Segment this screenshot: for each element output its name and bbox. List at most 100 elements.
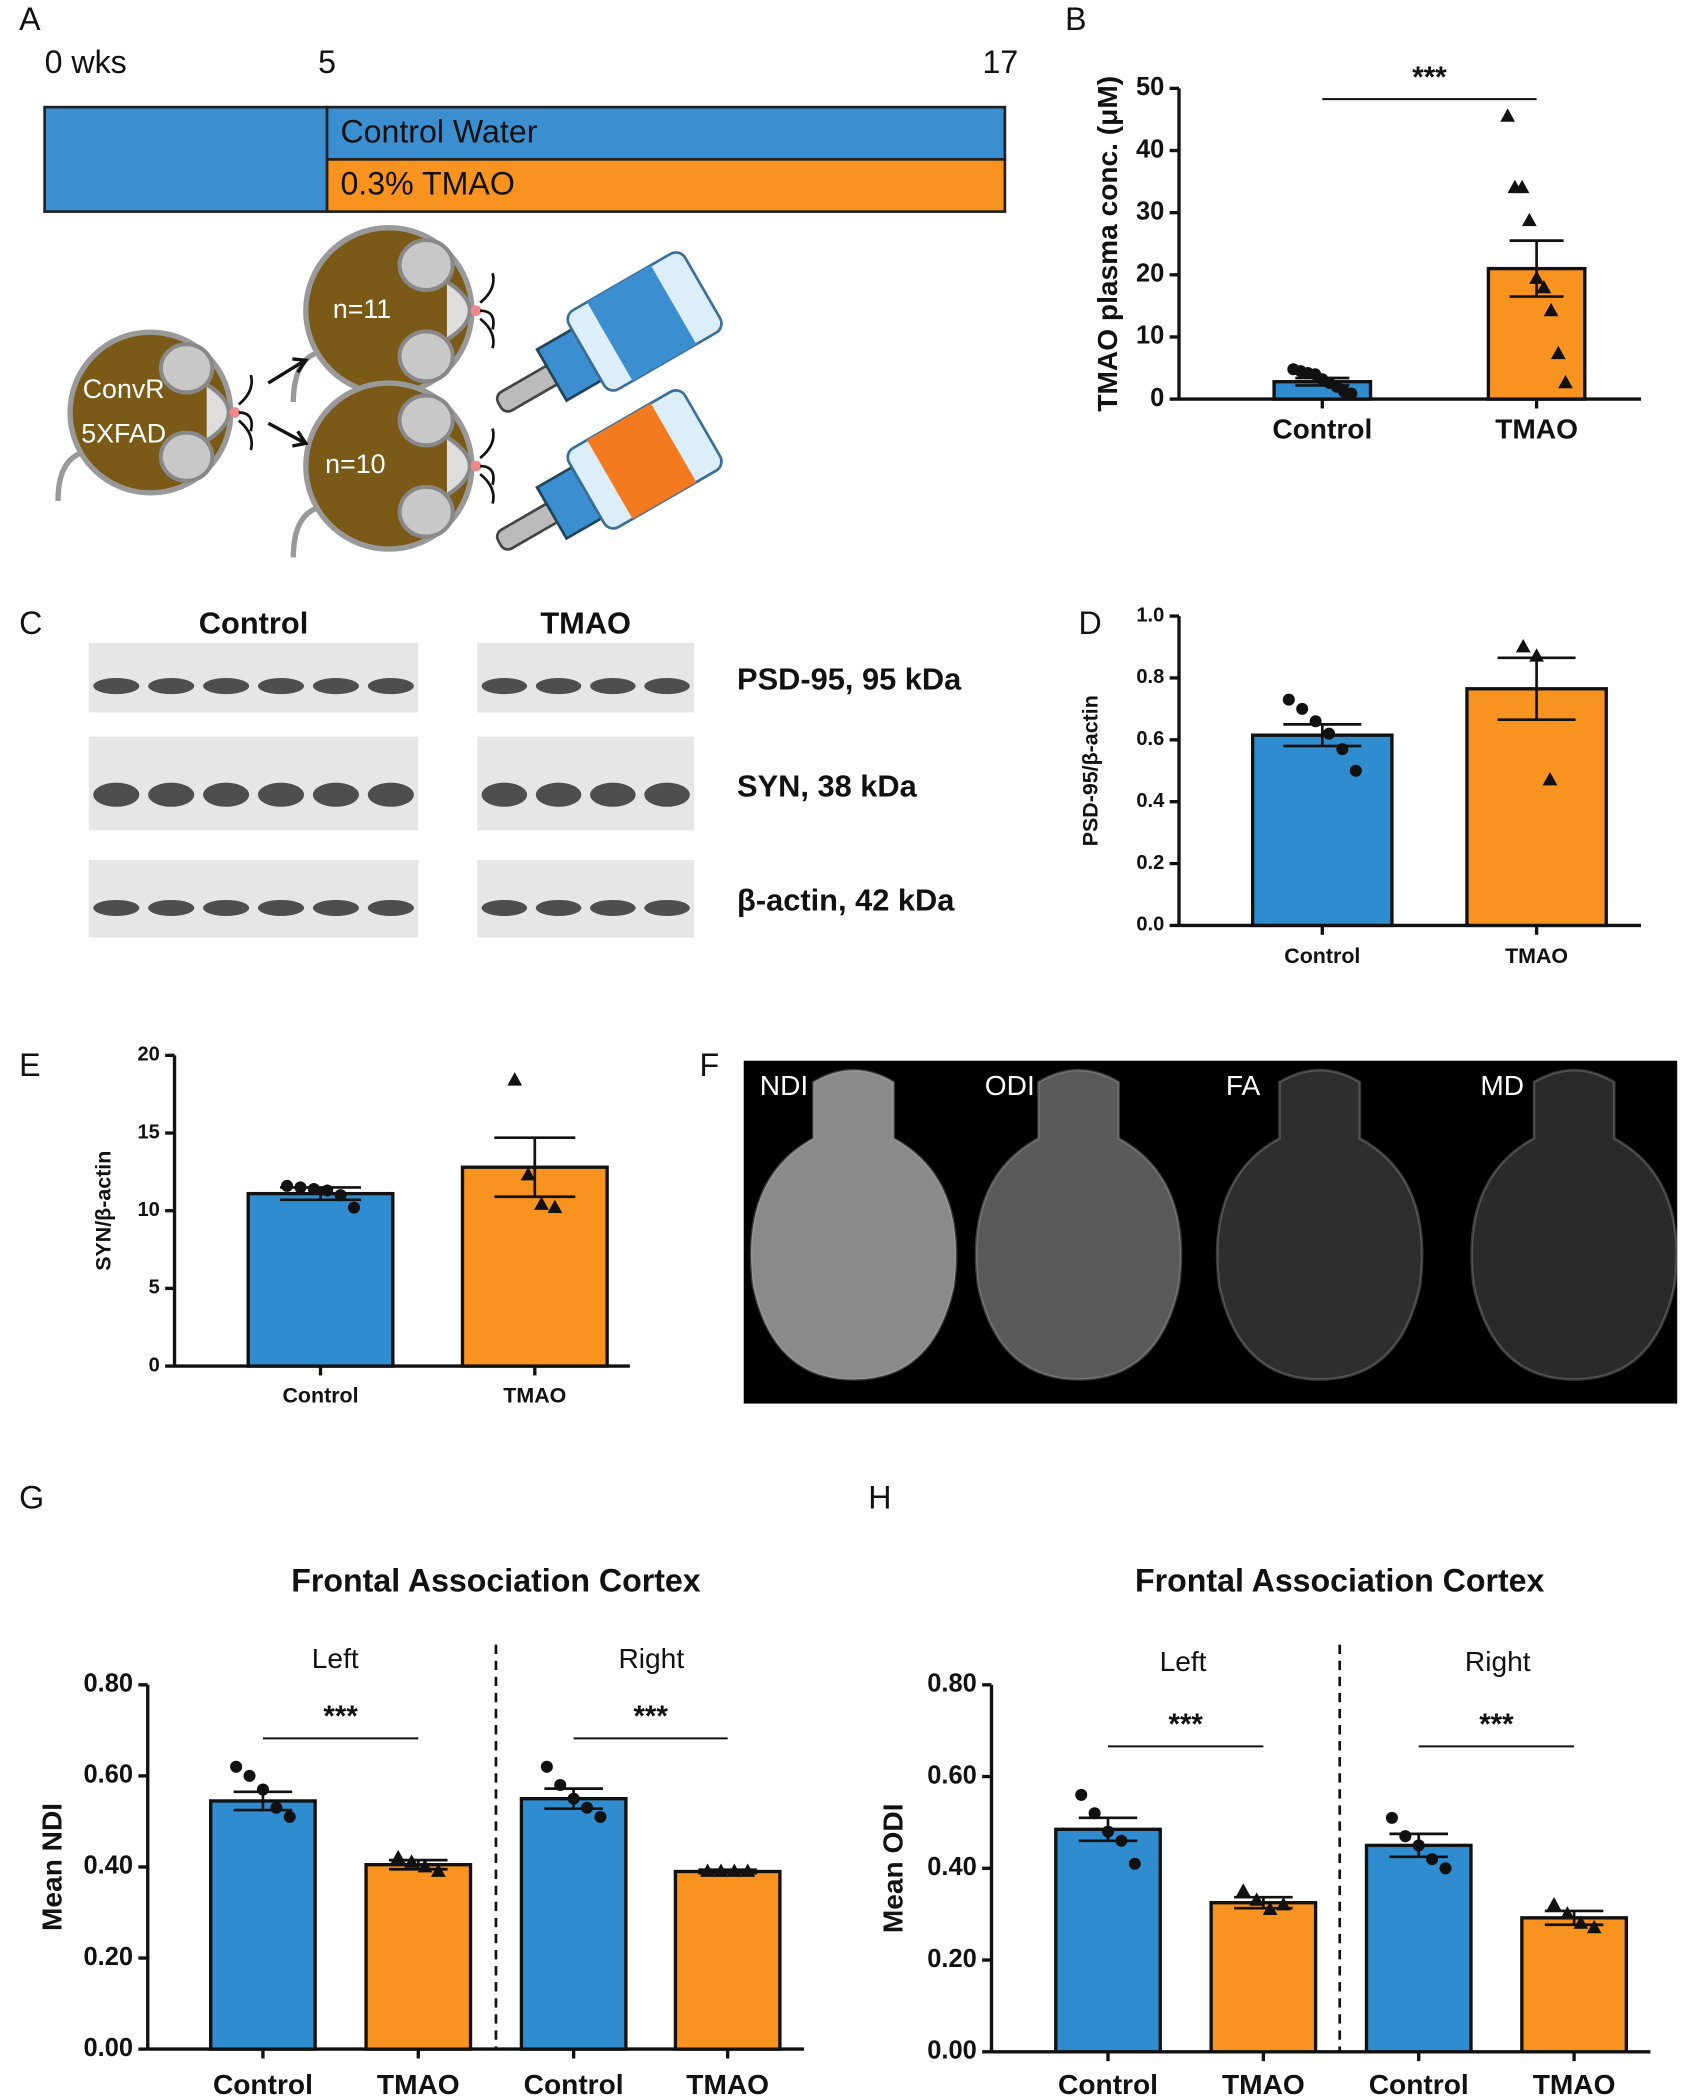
blot-band (644, 899, 690, 917)
data-point (307, 1182, 320, 1195)
mouse-head (205, 382, 231, 443)
data-point (1546, 1896, 1562, 1911)
significance-label: *** (1169, 1708, 1204, 1741)
blot-membrane (88, 859, 419, 938)
y-tick-label: 0.00 (927, 2037, 977, 2065)
bar (246, 1191, 395, 1368)
bar (460, 1165, 609, 1368)
y-tick-label: 0.6 (1136, 728, 1164, 750)
data-point (1262, 1901, 1278, 1915)
timeline-tick-label: 5 (318, 44, 336, 80)
brain-map (1215, 1068, 1424, 1381)
blot-band (367, 782, 414, 807)
x-tick-label: TMAO (1495, 414, 1578, 445)
data-point (1345, 387, 1358, 400)
panel-label: D (1079, 605, 1102, 641)
y-tick-label: 0.80 (927, 1670, 977, 1698)
mouse-whisker (479, 317, 495, 349)
mouse-whisker (480, 464, 495, 486)
data-point (534, 1196, 549, 1210)
y-tick-label: 0.40 (84, 1852, 134, 1880)
mouse-ear (397, 393, 455, 448)
data-point (1521, 212, 1537, 227)
timeline-pre (43, 105, 329, 213)
bar (209, 1799, 317, 2051)
blot-band (481, 678, 528, 695)
arrow (267, 357, 309, 385)
bar (1209, 1901, 1318, 2054)
panel-label: F (700, 1047, 720, 1083)
x-tick-label: Control (1284, 944, 1360, 968)
blot-band (148, 782, 195, 807)
mri-label: FA (1226, 1070, 1261, 1101)
timeline-tick-label: 17 (983, 44, 1019, 80)
blot-membrane (88, 642, 419, 713)
blot-group-label: Control (199, 606, 308, 641)
blot-band (312, 678, 359, 695)
y-tick-label: 20 (1136, 260, 1164, 288)
mouse-tail (290, 505, 320, 558)
timeline-row (325, 158, 1007, 213)
group-label: Right (1465, 1646, 1531, 1677)
blot-band (590, 678, 636, 695)
y-tick-label: 0.0 (1136, 914, 1164, 936)
y-tick-label: 0.40 (927, 1853, 977, 1881)
blot-band (312, 782, 359, 807)
mouse-whisker (237, 419, 253, 451)
blot-band (481, 782, 528, 807)
data-point (581, 1801, 594, 1814)
x-tick-label: Control (1272, 414, 1372, 445)
data-point (1282, 693, 1295, 706)
blot-band (203, 678, 250, 695)
mri-label: NDI (760, 1070, 808, 1101)
y-axis-label: Mean NDI (36, 1803, 67, 1931)
data-point (1439, 1862, 1452, 1875)
data-point (1249, 1892, 1265, 1906)
data-point (1573, 1915, 1589, 1929)
mouse-whisker (479, 428, 495, 460)
data-point (1529, 648, 1544, 662)
blot-band (590, 782, 636, 807)
data-point (1336, 743, 1349, 756)
data-point (1550, 345, 1566, 360)
blot-band (257, 678, 305, 695)
group-label: Right (619, 1643, 685, 1674)
blot-band (481, 899, 528, 917)
bar (1364, 1843, 1473, 2054)
data-point (740, 1863, 756, 1877)
mouse-head (445, 279, 472, 342)
brain-map (974, 1068, 1183, 1381)
blot-band (203, 782, 250, 807)
data-point (520, 1166, 536, 1181)
timeline-row (325, 105, 1007, 161)
y-tick-label: 0.8 (1136, 666, 1164, 688)
data-point (1128, 1857, 1141, 1870)
y-tick-label: 15 (137, 1121, 159, 1143)
mouse-ear (397, 329, 455, 384)
data-point (1276, 1896, 1291, 1911)
data-point (1399, 1830, 1412, 1843)
data-point (547, 1199, 563, 1213)
y-tick-label: 20 (137, 1044, 159, 1066)
data-point (1500, 108, 1516, 122)
blot-band (644, 782, 690, 807)
significance-label: *** (633, 1700, 668, 1733)
bar (1054, 1827, 1162, 2054)
mouse-ear (397, 484, 455, 539)
y-tick-label: 0.20 (84, 1943, 134, 1971)
data-point (1101, 1825, 1115, 1838)
mouse-nose (470, 460, 482, 472)
blot-band (590, 899, 636, 917)
blot-band (93, 899, 140, 917)
brain-map (749, 1068, 958, 1381)
x-tick-label: Control (1058, 2069, 1158, 2100)
blot-band (93, 782, 140, 807)
x-tick-label: Control (282, 1384, 358, 1408)
blot-band (535, 678, 582, 695)
mouse-ear (397, 238, 455, 292)
y-tick-label: 30 (1136, 197, 1164, 225)
data-point (347, 1201, 361, 1214)
blot-band (367, 678, 414, 695)
panel-label: E (19, 1047, 40, 1083)
